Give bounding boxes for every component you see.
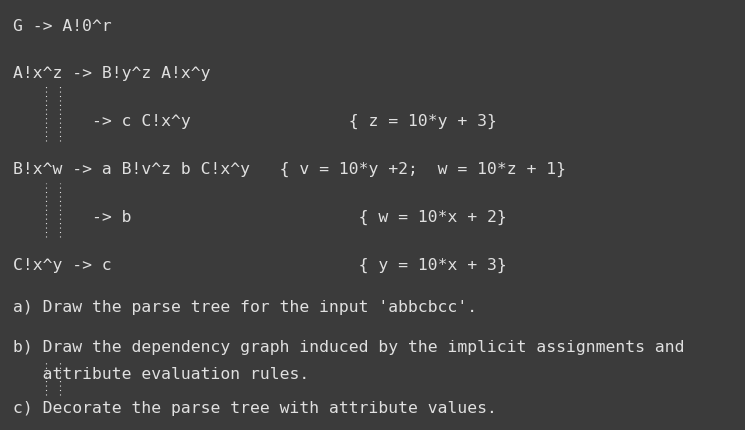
Text: c) Decorate the parse tree with attribute values.: c) Decorate the parse tree with attribut… bbox=[13, 401, 497, 416]
Text: a) Draw the parse tree for the input 'abbcbcc'.: a) Draw the parse tree for the input 'ab… bbox=[13, 300, 478, 315]
Text: B!x^w -> a B!v^z b C!x^y   { v = 10*y +2;  w = 10*z + 1}: B!x^w -> a B!v^z b C!x^y { v = 10*y +2; … bbox=[13, 162, 566, 177]
Text: C!x^y -> c                         { y = 10*x + 3}: C!x^y -> c { y = 10*x + 3} bbox=[13, 258, 507, 273]
Text: attribute evaluation rules.: attribute evaluation rules. bbox=[13, 367, 310, 382]
Text: -> c C!x^y                { z = 10*y + 3}: -> c C!x^y { z = 10*y + 3} bbox=[13, 114, 497, 129]
Text: G -> A!0^r: G -> A!0^r bbox=[13, 19, 112, 34]
Text: A!x^z -> B!y^z A!x^y: A!x^z -> B!y^z A!x^y bbox=[13, 66, 211, 81]
Text: b) Draw the dependency graph induced by the implicit assignments and: b) Draw the dependency graph induced by … bbox=[13, 340, 685, 355]
Text: -> b                       { w = 10*x + 2}: -> b { w = 10*x + 2} bbox=[13, 210, 507, 225]
